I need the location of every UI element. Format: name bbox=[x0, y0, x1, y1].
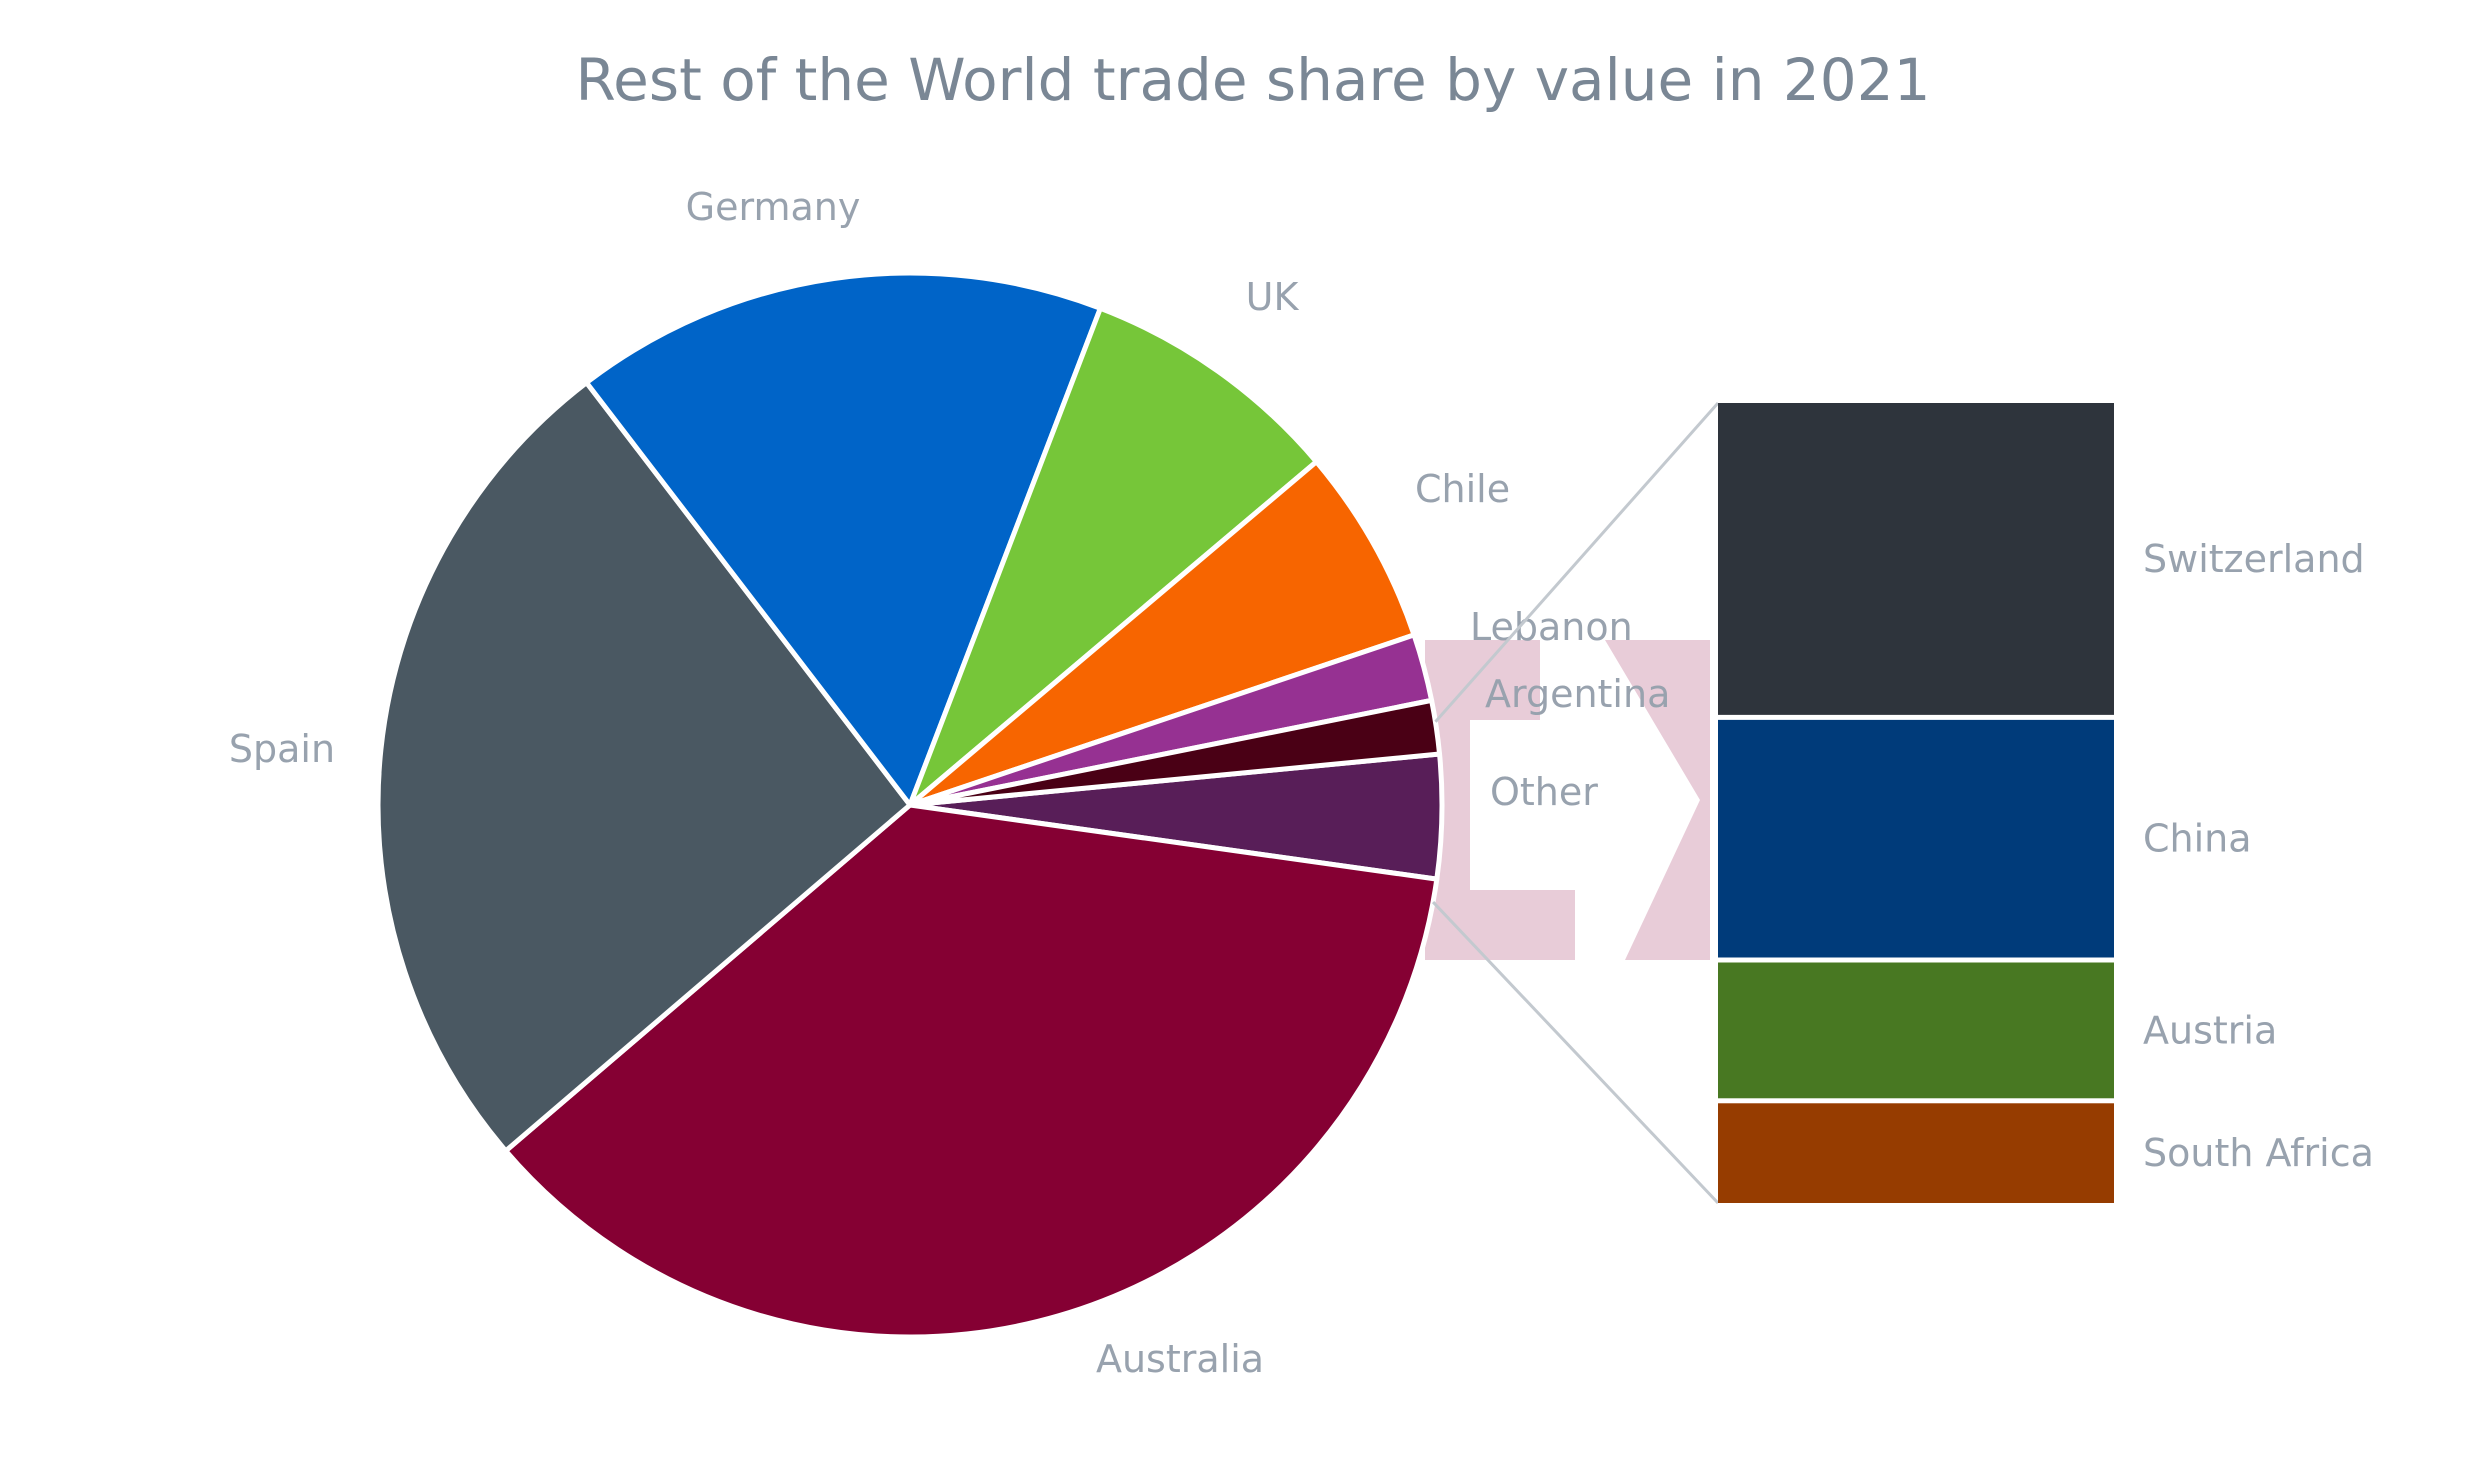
connector-line-top bbox=[1434, 402, 1720, 723]
bar-segment-switzerland bbox=[1718, 403, 2114, 715]
pie-label-germany: Germany bbox=[686, 185, 861, 229]
pie-chart: Australia Spain Germany UK Chile Lebanon Argen… bbox=[229, 185, 1670, 1381]
pie-label-other: Other bbox=[1490, 770, 1598, 814]
pie-slice-uk bbox=[907, 305, 1319, 808]
bar-label-switzerland: Switzerland bbox=[2143, 537, 2365, 581]
watermark-letter-e bbox=[1425, 640, 1575, 960]
bar-label-south-africa: South Africa bbox=[2143, 1131, 2374, 1175]
pie-label-spain: Spain bbox=[229, 727, 335, 771]
pie-label-uk: UK bbox=[1246, 275, 1300, 319]
watermark-chevron bbox=[1605, 640, 1710, 960]
pie-slice-spain bbox=[375, 380, 913, 1154]
bar-segment-china bbox=[1718, 719, 2114, 958]
bar-label-austria: Austria bbox=[2143, 1008, 2277, 1052]
bar-segment-austria bbox=[1718, 962, 2114, 1099]
pie-slice-argentina bbox=[907, 697, 1443, 808]
connector-line-bottom bbox=[1431, 901, 1720, 1205]
breakdown-bar: Switzerland China Austria South Africa bbox=[1718, 403, 2374, 1203]
bar-label-china: China bbox=[2143, 817, 2252, 861]
watermark bbox=[1425, 640, 1710, 960]
pie-slice-germany bbox=[584, 270, 1103, 808]
pie-label-chile: Chile bbox=[1415, 467, 1510, 511]
bar-segment-south-africa bbox=[1718, 1103, 2114, 1203]
pie-label-australia: Australia bbox=[1096, 1337, 1264, 1381]
pie-label-argentina: Argentina bbox=[1485, 672, 1670, 716]
pie-slice-chile bbox=[907, 459, 1417, 808]
pie-slice-australia bbox=[503, 802, 1440, 1340]
chart-title: Rest of the World trade share by value i… bbox=[575, 46, 1930, 114]
pie-label-lebanon: Lebanon bbox=[1470, 605, 1633, 649]
connector-lines bbox=[1431, 402, 1720, 1205]
